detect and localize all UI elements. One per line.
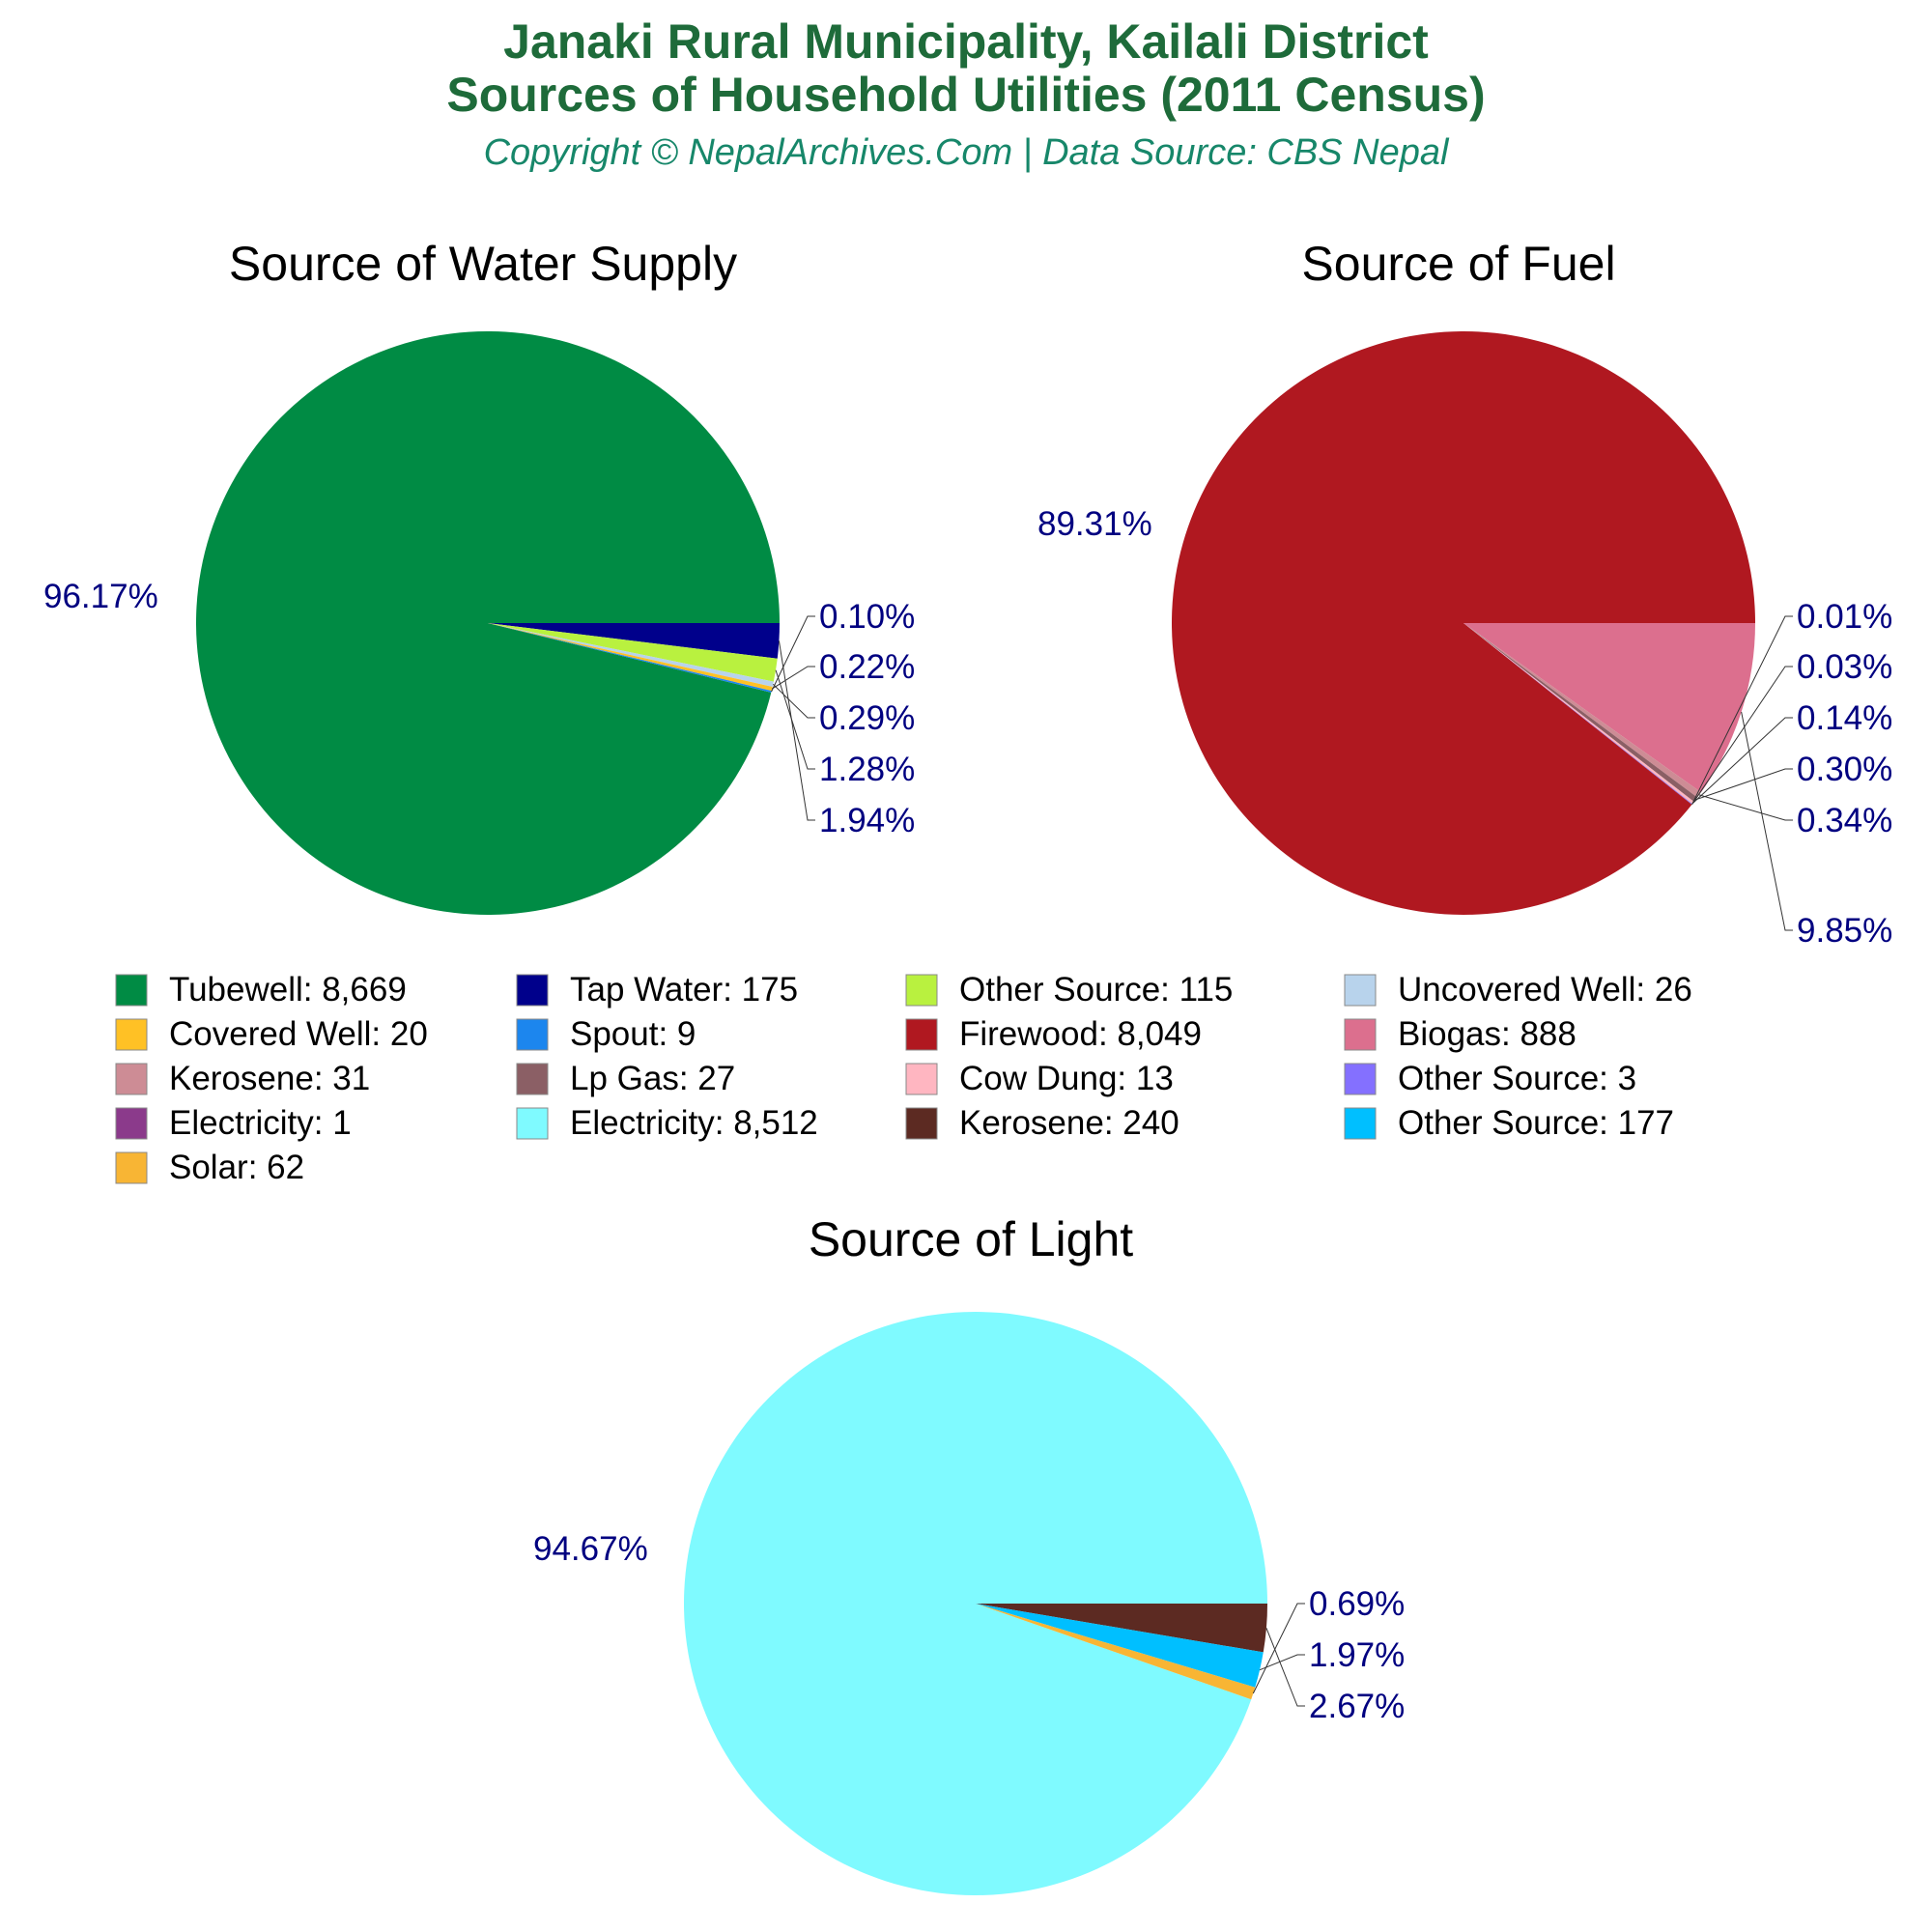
source-of-water-supply-pct-label: 1.28% bbox=[819, 751, 915, 788]
source-of-water-supply-slice-tubewell bbox=[196, 331, 780, 916]
light-chart-title: Source of Light bbox=[809, 1212, 1133, 1266]
legend-label: Biogas: 888 bbox=[1398, 1015, 1577, 1053]
source-of-light-slice-kerosene bbox=[976, 1604, 1267, 1653]
source-of-fuel-leader-line bbox=[1695, 768, 1793, 801]
source-of-water-supply-leader-line bbox=[771, 666, 815, 690]
source-of-fuel-pct-label: 0.34% bbox=[1797, 802, 1892, 839]
legend-swatch bbox=[1344, 974, 1377, 1007]
legend-label: Covered Well: 20 bbox=[169, 1015, 428, 1053]
legend-label: Other Source: 177 bbox=[1398, 1104, 1674, 1142]
source-of-water-supply-slice-spout bbox=[488, 623, 772, 693]
legend-swatch bbox=[1344, 1107, 1377, 1140]
source-of-water-supply-slice-other-source bbox=[488, 623, 778, 682]
legend-swatch bbox=[115, 1107, 148, 1140]
source-of-fuel-slice-lp-gas bbox=[1463, 623, 1698, 803]
source-of-light-pct-label: 94.67% bbox=[533, 1530, 648, 1568]
source-of-light-leader-line bbox=[1252, 1603, 1305, 1694]
source-of-fuel-leader-line bbox=[1741, 711, 1793, 931]
water-supply-chart-title: Source of Water Supply bbox=[229, 237, 737, 291]
page-title-line1: Janaki Rural Municipality, Kailali Distr… bbox=[503, 14, 1429, 69]
source-of-fuel-pct-label: 0.03% bbox=[1797, 648, 1892, 686]
page-subtitle: Copyright © NepalArchives.Com | Data Sou… bbox=[484, 132, 1450, 173]
fuel-pie-chart: Source of Fuel 89.31% 0.01% 0.03% 0.14% 0.30… bbox=[1037, 237, 1892, 950]
legend-swatch bbox=[905, 1018, 938, 1051]
source-of-water-supply-leader-line bbox=[775, 669, 815, 770]
source-of-fuel-slice-firewood bbox=[1172, 331, 1755, 915]
legend-swatch bbox=[905, 1063, 938, 1095]
source-of-light-pct-label: 0.69% bbox=[1309, 1585, 1405, 1623]
legend-swatch bbox=[905, 974, 938, 1007]
legend-label: Tap Water: 175 bbox=[570, 971, 798, 1009]
legend-label: Tubewell: 8,669 bbox=[169, 971, 407, 1009]
source-of-water-supply-pct-label: 0.29% bbox=[819, 699, 915, 737]
source-of-fuel-slice-biogas bbox=[1463, 623, 1755, 793]
legend-swatch bbox=[115, 1063, 148, 1095]
legend-swatch bbox=[516, 1018, 549, 1051]
fuel-chart-title: Source of Fuel bbox=[1301, 237, 1615, 291]
source-of-fuel-pct-label: 0.30% bbox=[1797, 751, 1892, 788]
source-of-fuel-slice-other-source bbox=[1463, 623, 1692, 805]
source-of-fuel-leader-line bbox=[1691, 666, 1793, 805]
legend-label: Firewood: 8,049 bbox=[959, 1015, 1202, 1053]
source-of-light-leader-line bbox=[1265, 1628, 1305, 1707]
legend-label: Other Source: 3 bbox=[1398, 1060, 1636, 1097]
source-of-fuel-leader-line bbox=[1692, 717, 1793, 804]
legend-label: Solar: 62 bbox=[169, 1149, 304, 1186]
page-title-line2: Sources of Household Utilities (2011 Cen… bbox=[446, 68, 1485, 122]
source-of-light-pct-label: 2.67% bbox=[1309, 1688, 1405, 1725]
source-of-light-pct-label: 1.97% bbox=[1309, 1636, 1405, 1674]
legend-swatch bbox=[1344, 1063, 1377, 1095]
source-of-water-supply-slice-covered-well bbox=[488, 623, 773, 692]
legend-swatch bbox=[1344, 1018, 1377, 1051]
source-of-water-supply-pct-label: 0.22% bbox=[819, 648, 915, 686]
legend-label: Cow Dung: 13 bbox=[959, 1060, 1174, 1097]
legend: Tubewell: 8,669 Tap Water: 175 Other Sourc… bbox=[115, 971, 1692, 1186]
source-of-light-leader-line bbox=[1259, 1654, 1305, 1671]
source-of-fuel-slice-kerosene bbox=[1463, 623, 1701, 798]
water-supply-pie-chart: Source of Water Supply 96.17% 0.10% 0.22% 0… bbox=[43, 237, 915, 916]
source-of-water-supply-slice-tap-water bbox=[488, 623, 780, 659]
source-of-light-slice-solar bbox=[976, 1604, 1256, 1700]
legend-swatch bbox=[115, 1018, 148, 1051]
source-of-water-supply-leader-line bbox=[772, 683, 815, 719]
source-of-water-supply-pct-label: 96.17% bbox=[43, 578, 158, 615]
source-of-fuel-pct-label: 0.01% bbox=[1797, 598, 1892, 636]
legend-swatch bbox=[516, 974, 549, 1007]
light-pie-chart: Source of Light 94.67% 0.69% 1.97% 2.67% bbox=[533, 1212, 1405, 1896]
legend-swatch bbox=[905, 1107, 938, 1140]
source-of-fuel-pct-label: 0.14% bbox=[1797, 699, 1892, 737]
source-of-fuel-pct-label: 89.31% bbox=[1037, 505, 1152, 543]
source-of-water-supply-pct-label: 1.94% bbox=[819, 802, 915, 839]
source-of-water-supply-leader-line bbox=[778, 640, 815, 821]
legend-label: Other Source: 115 bbox=[959, 971, 1233, 1009]
source-of-light-slice-electricity bbox=[684, 1312, 1267, 1896]
source-of-fuel-leader-line bbox=[1691, 615, 1793, 806]
legend-label: Electricity: 8,512 bbox=[570, 1104, 818, 1142]
source-of-fuel-pct-label: 9.85% bbox=[1797, 912, 1892, 950]
source-of-fuel-slice-cow-dung bbox=[1463, 623, 1694, 805]
source-of-water-supply-pct-label: 0.10% bbox=[819, 598, 915, 636]
legend-swatch bbox=[115, 974, 148, 1007]
legend-label: Kerosene: 240 bbox=[959, 1104, 1179, 1142]
legend-swatch bbox=[516, 1063, 549, 1095]
legend-label: Kerosene: 31 bbox=[169, 1060, 370, 1097]
source-of-fuel-slice-electricity bbox=[1463, 623, 1692, 805]
legend-label: Uncovered Well: 26 bbox=[1398, 971, 1692, 1009]
legend-swatch bbox=[516, 1107, 549, 1140]
source-of-water-supply-slice-uncovered-well bbox=[488, 623, 774, 687]
source-of-light-slice-other-source bbox=[976, 1604, 1264, 1688]
legend-swatch bbox=[115, 1151, 148, 1184]
legend-label: Spout: 9 bbox=[570, 1015, 696, 1053]
legend-label: Lp Gas: 27 bbox=[570, 1060, 735, 1097]
source-of-fuel-leader-line bbox=[1698, 794, 1793, 821]
legend-label: Electricity: 1 bbox=[169, 1104, 352, 1142]
